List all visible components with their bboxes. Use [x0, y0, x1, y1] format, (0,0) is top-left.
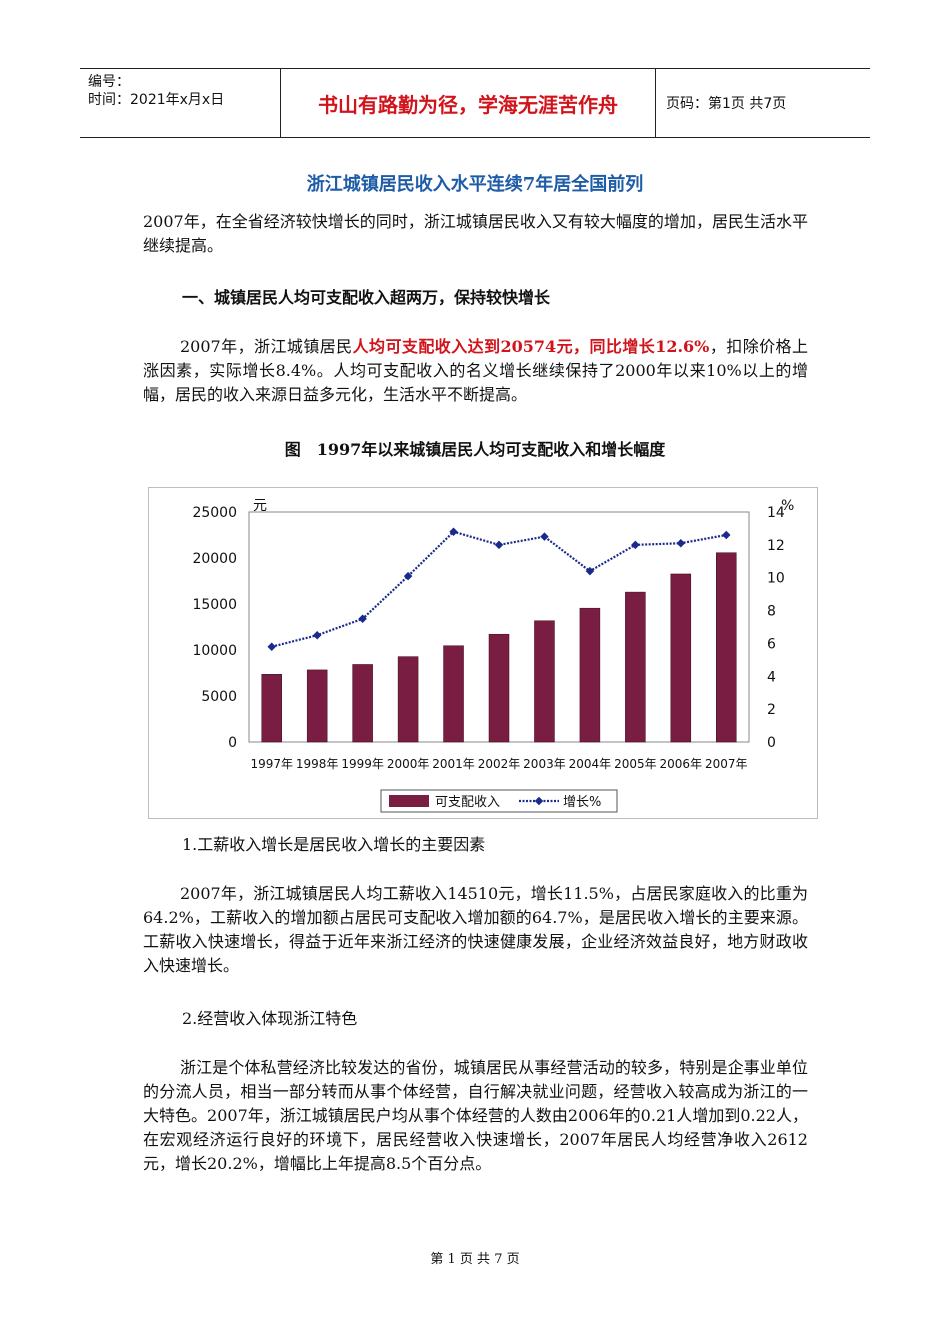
header-motto: 书山有路勤为径，学海无涯苦作舟	[318, 92, 618, 117]
right-tick-label: 10	[767, 571, 785, 587]
income-bar	[534, 620, 555, 743]
chart-svg: 0 5000 10000 15000 20000 25000 0 2 4 6 8 10 12 14 元 % 19…	[192, 498, 794, 813]
right-tick-label: 2	[767, 702, 776, 718]
left-tick-label: 5000	[201, 689, 237, 705]
left-axis-unit: 元	[253, 498, 267, 514]
left-tick-label: 20000	[192, 551, 237, 567]
legend-bar-swatch	[389, 795, 429, 807]
left-tick-label: 15000	[192, 597, 237, 613]
x-tick-label: 1998年	[296, 757, 339, 771]
x-tick-label: 2004年	[569, 757, 612, 771]
section1-highlight: 人均可支配收入达到20574元，同比增长12.6%	[352, 337, 710, 356]
income-bar	[306, 669, 328, 743]
page-code: 页码：第1页 共7页	[666, 96, 787, 112]
legend-income-label: 可支配收入	[435, 795, 500, 810]
growth-point	[403, 571, 413, 581]
header-meta: 编号： 时间：2021年x月x日	[80, 69, 280, 141]
page-title: 浙江城镇居民收入水平连续7年居全国前列	[306, 174, 644, 195]
x-tick-label: 2003年	[523, 757, 566, 771]
header-divider	[655, 69, 656, 137]
section1-heading: 一、城镇居民人均可支配收入超两万，保持较快增长	[182, 288, 551, 307]
income-bar	[261, 674, 282, 743]
sub2-heading: 2.经营收入体现浙江特色	[182, 1009, 358, 1028]
x-tick-label: 2005年	[614, 757, 657, 771]
income-bar	[443, 645, 464, 743]
x-tick-label: 1999年	[341, 757, 384, 771]
income-bar	[488, 633, 510, 743]
growth-point	[540, 532, 549, 541]
left-tick-label: 10000	[192, 643, 237, 659]
income-bar	[397, 656, 419, 743]
section1-text-end: ，扣除价格上涨因素，实际增长8.4%。人均可支配收入的名义增长继续保持了2000…	[143, 337, 808, 404]
x-tick-label: 2006年	[660, 757, 703, 771]
sub1-paragraph: 2007年，浙江城镇居民人均工薪收入14510元，增长11.5%，占居民家庭收入…	[143, 884, 808, 975]
section1-text-start: 2007年，浙江城镇居民	[180, 337, 353, 356]
document-header: 编号： 时间：2021年x月x日 书山有路勤为径，学海无涯苦作舟 页码：第1页 …	[80, 68, 870, 138]
number-label: 编号：	[88, 74, 130, 90]
legend-growth-label: 增长%	[563, 795, 601, 810]
growth-point	[494, 540, 504, 550]
intro-paragraph: 2007年，在全省经济较快增长的同时，浙江城镇居民收入又有较大幅度的增加，居民生…	[143, 212, 808, 255]
time-label: 时间：2021年x月x日	[88, 92, 225, 108]
left-tick-label: 25000	[192, 505, 237, 521]
legend-box	[380, 789, 618, 813]
sub2-paragraph: 浙江是个体私营经济比较发达的省份，城镇居民从事经营活动的较多，特别是企事业单位的…	[143, 1058, 808, 1173]
x-tick-label: 2007年	[705, 757, 748, 771]
right-tick-label: 0	[767, 735, 776, 751]
right-tick-label: 14	[767, 505, 785, 521]
right-tick-label: 12	[767, 538, 785, 554]
income-bar	[579, 607, 601, 743]
header-divider	[280, 69, 281, 137]
income-bar	[625, 591, 646, 743]
growth-point	[312, 630, 322, 640]
sub1-heading: 1.工薪收入增长是居民收入增长的主要因素	[182, 835, 486, 854]
section1-paragraph: 2007年，浙江城镇居民人均可支配收入达到20574元，同比增长12.6%，扣除…	[143, 335, 808, 407]
left-tick-label: 0	[228, 735, 237, 751]
x-tick-label: 2000年	[387, 757, 430, 771]
right-axis-unit: %	[781, 498, 794, 514]
figure-caption: 图 1997年以来城镇居民人均可支配收入和增长幅度	[284, 440, 666, 459]
income-bar	[716, 552, 737, 743]
right-tick-label: 6	[767, 636, 776, 652]
growth-line	[271, 530, 727, 648]
right-tick-label: 8	[767, 604, 776, 620]
page-footer: 第 1 页 共 7 页	[430, 1252, 520, 1267]
growth-point	[585, 566, 595, 576]
right-tick-label: 4	[767, 669, 776, 685]
x-tick-label: 1997年	[250, 757, 293, 771]
income-chart: 0 5000 10000 15000 20000 25000 0 2 4 6 8 10 12 14 元% 19…	[148, 487, 818, 819]
x-tick-label: 2002年	[478, 757, 521, 771]
x-tick-label: 2001年	[432, 757, 475, 771]
income-bar	[670, 573, 692, 743]
income-bar	[352, 664, 373, 743]
